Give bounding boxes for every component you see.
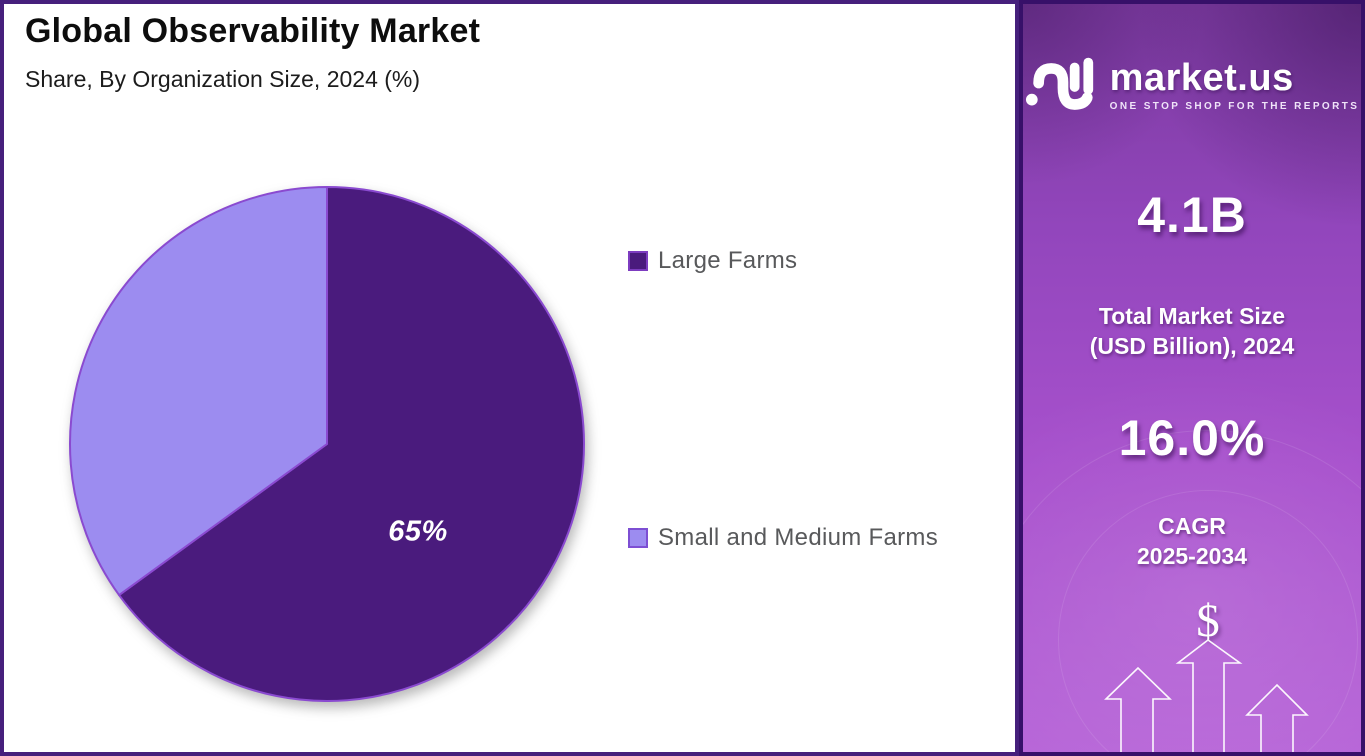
pie-slice-label: 65%	[388, 515, 448, 548]
dollar-icon: $	[1196, 595, 1220, 647]
legend-label-small-medium-farms: Small and Medium Farms	[658, 524, 939, 551]
brand-sidebar: market.us ONE STOP SHOP FOR THE REPORTS …	[1019, 0, 1365, 756]
decorative-circle	[1023, 430, 1361, 752]
market-size-value: 4.1B	[1137, 187, 1247, 243]
legend-item-large-farms: Large Farms	[628, 247, 797, 275]
cagr-value: 16.0%	[1118, 410, 1266, 466]
growth-arrows-icon	[1104, 639, 1309, 752]
chart-panel: Global Observability Market Share, By Or…	[0, 0, 1019, 756]
chart-title: Global Observability Market	[25, 12, 481, 50]
pie-chart-area: 65%	[67, 184, 587, 704]
marketus-logo-icon	[1025, 57, 1093, 110]
brand-tagline: ONE STOP SHOP FOR THE REPORTS	[1109, 100, 1360, 112]
pie-slice-large-farms	[118, 186, 585, 702]
legend-swatch-small-medium-farms	[628, 528, 648, 548]
legend-swatch-large-farms	[628, 251, 648, 271]
legend-item-small-medium-farms: Small and Medium Farms	[628, 524, 938, 552]
market-size-label: Total Market Size (USD Billion), 2024	[1089, 303, 1295, 359]
pie-slice-small-and-medium-farms	[69, 186, 328, 597]
legend-label-large-farms: Large Farms	[658, 247, 798, 274]
chart-subtitle: Share, By Organization Size, 2024 (%)	[25, 66, 421, 92]
cagr-label: CAGR 2025-2034	[1137, 513, 1247, 569]
brand-name: market.us	[1109, 56, 1294, 99]
pie-chart	[69, 186, 585, 702]
brand-logo: market.us ONE STOP SHOP FOR THE REPORTS	[1023, 52, 1361, 118]
